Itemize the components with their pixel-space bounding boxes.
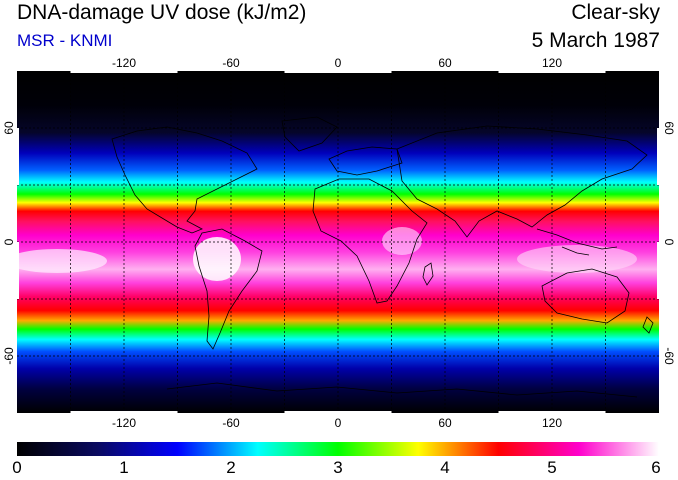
lat-label-left-60: 60 [2,121,16,135]
frame-tick-top-2 [284,71,392,73]
coastline-south-america [194,228,263,350]
coastline-madagascar [422,262,434,286]
coastline-indonesia [536,228,618,256]
lon-label-top-60: 60 [438,56,452,70]
colorbar-label-1: 1 [119,458,129,477]
coastline-new-zealand [642,316,654,334]
coastline-antarctica [166,382,638,398]
coastlines [111,116,654,398]
frame-tick-top-1 [70,71,178,73]
lon-label-top-0: 0 [335,56,342,70]
frame-tick-bottom-3 [498,411,606,413]
coastline-australia [541,268,630,324]
colorbar-label-2: 2 [226,458,236,477]
frame-tick-bottom-2 [284,411,392,413]
colorbar-label-6: 6 [651,458,661,477]
colorbar-label-4: 4 [440,458,450,477]
frame-tick-left-1 [17,128,19,185]
lon-label-bottom-120: 120 [542,416,562,430]
frame-tick-right-1 [657,128,659,185]
colorbar-label-5: 5 [547,458,557,477]
uv-high-africa [382,227,422,255]
coastline-north-america [111,126,258,234]
colorbar [17,442,659,456]
uv-high-west-pacific [517,245,637,273]
lon-label-bottom-minus60: -60 [222,416,240,430]
lon-label-top-minus60: -60 [222,56,240,70]
map-title: DNA-damage UV dose (kJ/m2) [17,1,307,24]
lat-label-right-60: 60 [662,121,676,135]
uv-high-east-pacific [17,249,107,273]
frame-ticks [17,71,659,413]
lon-label-top-120: 120 [542,56,562,70]
lat-label-left-0: 0 [2,238,16,245]
date-label: 5 March 1987 [531,29,660,52]
sky-condition-label: Clear-sky [571,1,660,24]
colorbar-label-0: 0 [12,458,22,477]
coastline-africa [312,178,428,304]
coastline-europe [328,146,403,176]
coastline-greenland [281,116,338,152]
colorbar-label-3: 3 [333,458,343,477]
graticule [17,71,659,413]
frame-tick-right-2 [657,242,659,299]
lat-label-right-0: 0 [662,239,676,246]
lat-label-right-minus60: -60 [662,347,676,365]
frame-tick-bottom-1 [70,411,178,413]
lat-label-left-minus60: -60 [2,347,16,365]
source-label: MSR - KNMI [17,31,113,50]
uv-dose-map-svg: -120 -60 0 60 120 [17,71,659,413]
frame-tick-top-3 [498,71,606,73]
lon-label-bottom-0: 0 [335,416,342,430]
uv-maximum-south-america [193,237,241,281]
uv-dose-map: -120 -60 0 60 120 [17,71,659,413]
frame-tick-left-2 [17,242,19,299]
lon-label-bottom-minus120: -120 [112,416,136,430]
lon-label-bottom-60: 60 [438,416,452,430]
coastline-asia [396,125,648,238]
lon-label-top-minus120: -120 [112,56,136,70]
